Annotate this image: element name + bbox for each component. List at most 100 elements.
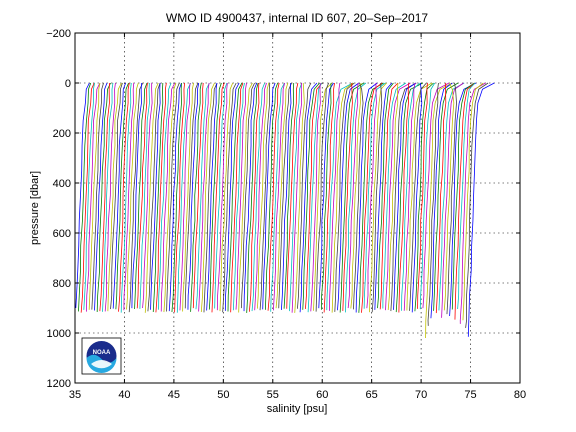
profile-line [395, 82, 424, 313]
profile-line [281, 82, 292, 310]
profile-line [120, 82, 132, 313]
y-tick-label: 600 [53, 228, 71, 240]
profile-line [107, 82, 122, 312]
profile-line [398, 82, 410, 313]
profile-line [187, 82, 200, 310]
y-tick-label: 200 [53, 128, 71, 140]
profile-line [190, 82, 202, 312]
profile-line [136, 82, 148, 309]
profile-line [131, 82, 143, 309]
profile-line [272, 82, 286, 311]
profile-line [385, 82, 411, 311]
y-tick-label: 400 [53, 178, 71, 190]
profile-line [403, 82, 416, 311]
profile-line [163, 82, 177, 313]
x-tick-label: 65 [366, 389, 378, 401]
profile-line [411, 82, 423, 313]
x-tick-label: 55 [267, 389, 279, 401]
y-tick-label: 0 [65, 78, 71, 90]
profile-line [80, 82, 95, 313]
profile-line [435, 82, 447, 314]
profile-line [371, 82, 383, 313]
profile-line [467, 82, 495, 337]
y-tick-label: 1200 [47, 378, 71, 390]
x-tick-label: 60 [316, 389, 328, 401]
profile-line [275, 82, 289, 309]
profile-line [342, 82, 353, 311]
profile-line [254, 82, 267, 311]
profile-line [355, 82, 378, 313]
profile-line [318, 82, 334, 309]
profile-line [427, 82, 439, 326]
profile-line [256, 82, 270, 309]
profile-line [363, 82, 386, 309]
y-tick-label: 1000 [47, 328, 71, 340]
profile-line [112, 82, 127, 309]
profile-line [184, 82, 199, 309]
x-axis: 35 40 45 50 55 60 65 70 75 80 [69, 33, 526, 401]
x-tick-label: 80 [514, 389, 526, 401]
profile-line [441, 82, 464, 318]
y-tick-label: 800 [53, 278, 71, 290]
profile-line [321, 82, 332, 310]
profile-line [232, 82, 245, 311]
x-tick-label: 70 [415, 389, 427, 401]
profile-line [345, 82, 367, 313]
profile-line [361, 82, 383, 313]
profile-line [337, 82, 360, 311]
profile-line [214, 82, 228, 309]
profile-line [278, 82, 292, 309]
profile-line [451, 82, 475, 310]
profile-line [393, 82, 417, 310]
profile-line [262, 82, 276, 310]
chart-title: WMO ID 4900437, internal ID 607, 20–Sep–… [166, 11, 428, 25]
noaa-logo: NOAA [81, 337, 122, 375]
profile-line [134, 82, 148, 310]
profile-line [216, 82, 228, 311]
profile-line [438, 82, 465, 311]
profile-line [459, 82, 486, 324]
profile-line [208, 82, 222, 310]
profile-line [425, 82, 453, 339]
profile-line [251, 82, 266, 312]
profile-line [454, 82, 476, 320]
profile-line [379, 82, 399, 310]
profile-line [235, 82, 247, 310]
profile-line [152, 82, 164, 313]
profile-line [347, 82, 359, 309]
profile-line [313, 82, 333, 311]
profile-line [246, 82, 259, 313]
x-tick-label: 75 [464, 389, 476, 401]
profile-line [430, 82, 453, 319]
profile-line [417, 82, 428, 309]
profile-line [374, 82, 393, 310]
profile-line [259, 82, 271, 311]
x-tick-label: 50 [217, 389, 229, 401]
profile-line [192, 82, 204, 309]
profile-line [248, 82, 260, 312]
profile-line [198, 82, 210, 312]
profile-line [115, 82, 129, 310]
profile-line [422, 82, 450, 309]
profile-line [224, 82, 240, 311]
profile-line [91, 82, 104, 310]
profile-line [211, 82, 225, 313]
profile-line [307, 82, 322, 313]
profile-line [86, 82, 101, 312]
profile-line [326, 82, 354, 311]
profile-line [222, 82, 237, 313]
profile-line [315, 82, 330, 312]
profile-line [227, 82, 243, 312]
profile-line [176, 82, 192, 313]
x-tick-label: 35 [69, 389, 81, 401]
profile-line [155, 82, 167, 313]
profile-line [369, 82, 387, 313]
profile-line [160, 82, 176, 312]
y-axis-label: pressure [dbar] [29, 171, 41, 245]
profile-line [96, 82, 111, 312]
profile-line [353, 82, 364, 310]
profile-line [158, 82, 172, 310]
profile-line [414, 82, 434, 312]
profile-lines [75, 82, 495, 339]
